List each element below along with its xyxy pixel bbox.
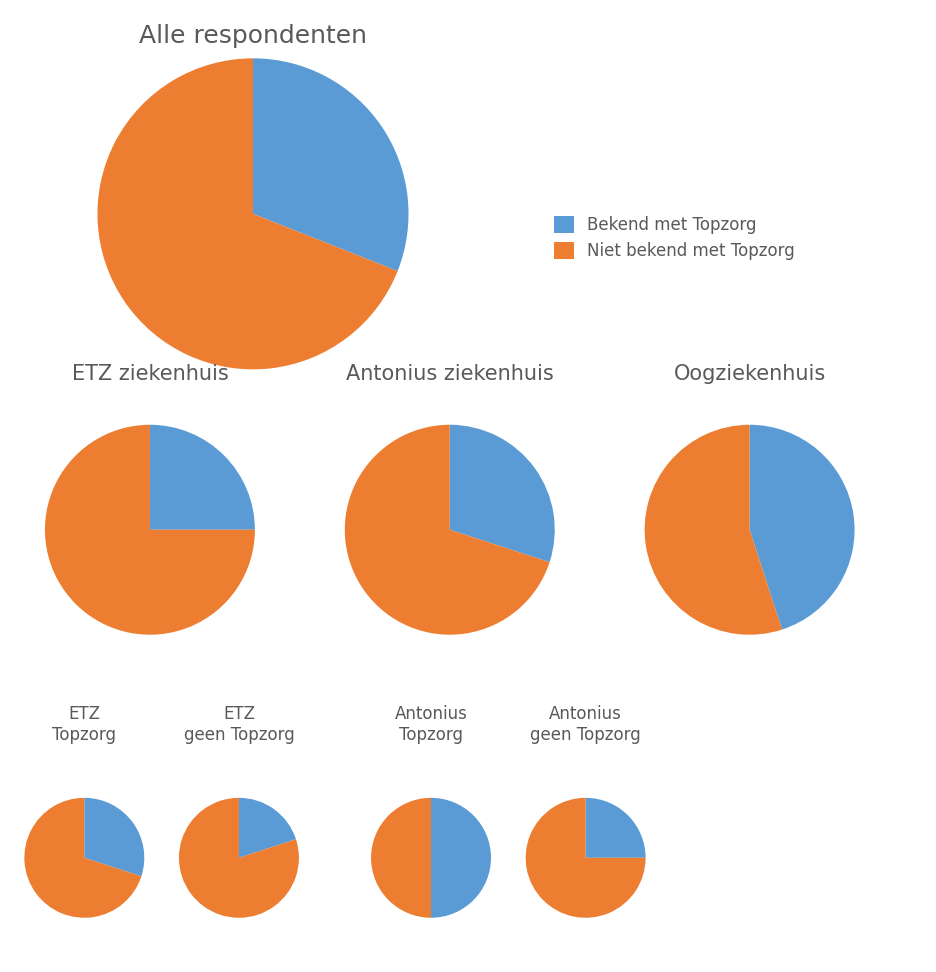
Wedge shape [371, 798, 431, 918]
Text: ETZ ziekenhuis: ETZ ziekenhuis [71, 364, 228, 384]
Wedge shape [45, 425, 255, 635]
Text: ETZ
geen Topzorg: ETZ geen Topzorg [183, 705, 294, 744]
Wedge shape [585, 798, 645, 858]
Wedge shape [431, 798, 490, 918]
Legend: Bekend met Topzorg, Niet bekend met Topzorg: Bekend met Topzorg, Niet bekend met Topz… [553, 216, 795, 260]
Wedge shape [239, 798, 296, 858]
Wedge shape [525, 798, 645, 918]
Wedge shape [644, 425, 782, 635]
Text: Antonius
Topzorg: Antonius Topzorg [394, 705, 467, 744]
Wedge shape [344, 425, 549, 635]
Wedge shape [449, 425, 554, 562]
Text: Antonius
geen Topzorg: Antonius geen Topzorg [530, 705, 640, 744]
Wedge shape [150, 425, 255, 530]
Wedge shape [749, 425, 854, 630]
Wedge shape [179, 798, 299, 918]
Text: Antonius ziekenhuis: Antonius ziekenhuis [345, 364, 553, 384]
Text: Oogziekenhuis: Oogziekenhuis [673, 364, 825, 384]
Wedge shape [253, 58, 408, 271]
Text: Alle respondenten: Alle respondenten [139, 24, 367, 49]
Wedge shape [24, 798, 141, 918]
Wedge shape [84, 798, 144, 877]
Text: ETZ
Topzorg: ETZ Topzorg [52, 705, 116, 744]
Wedge shape [97, 58, 397, 369]
